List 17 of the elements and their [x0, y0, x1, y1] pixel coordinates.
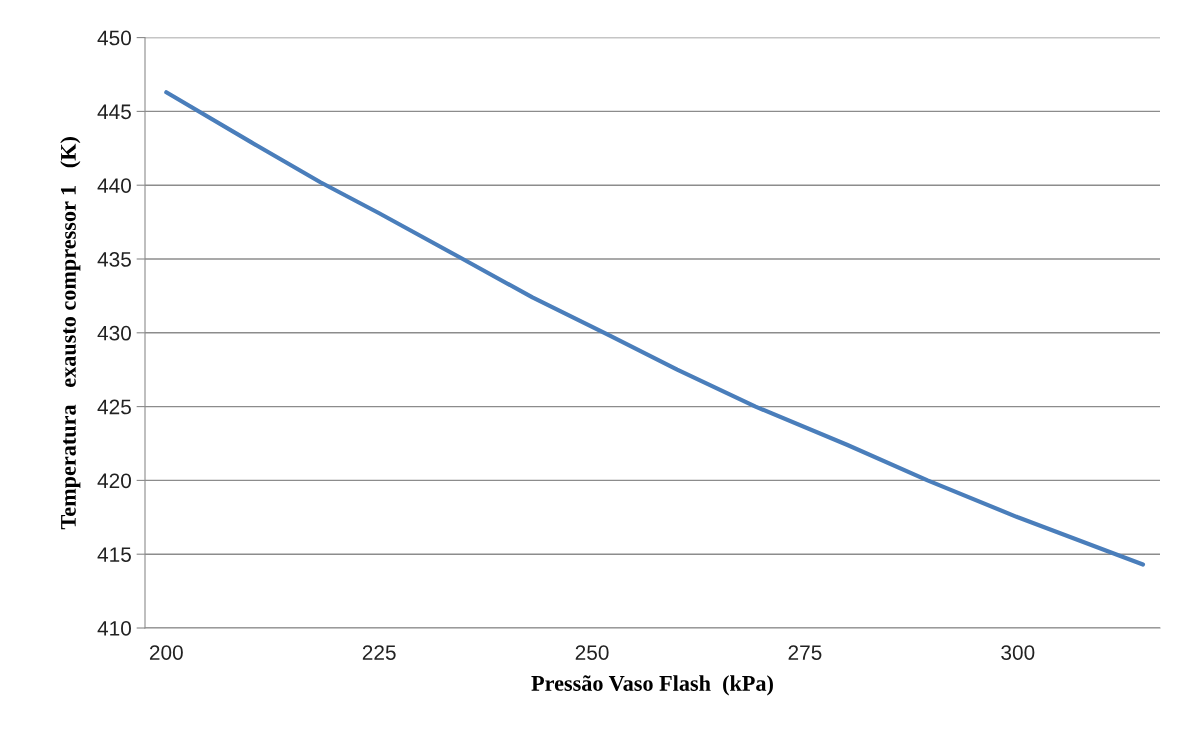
y-tick-label: 415 — [97, 547, 131, 562]
y-tick-label: 445 — [97, 104, 131, 120]
y-tick-label: 420 — [97, 473, 131, 489]
y-tick-label: 440 — [97, 178, 131, 193]
y-tick-label: 410 — [97, 621, 131, 636]
y-tick-label: 435 — [97, 252, 131, 267]
line-series — [164, 90, 1146, 567]
y-axis-title: Temperatura exausto compressor 1 (K) — [60, 137, 81, 530]
x-tick-label: 300 — [1001, 645, 1035, 660]
x-axis-title: Pressão Vaso Flash (kPa) — [531, 675, 773, 696]
x-tick-label: 200 — [149, 645, 183, 660]
y-tick-label: 430 — [97, 325, 131, 341]
x-tick-label: 225 — [362, 645, 396, 660]
y-tick-label: 450 — [97, 30, 131, 46]
x-tick-label: 275 — [788, 645, 822, 660]
x-tick-label: 250 — [575, 645, 609, 660]
y-tick-label: 425 — [97, 399, 131, 415]
